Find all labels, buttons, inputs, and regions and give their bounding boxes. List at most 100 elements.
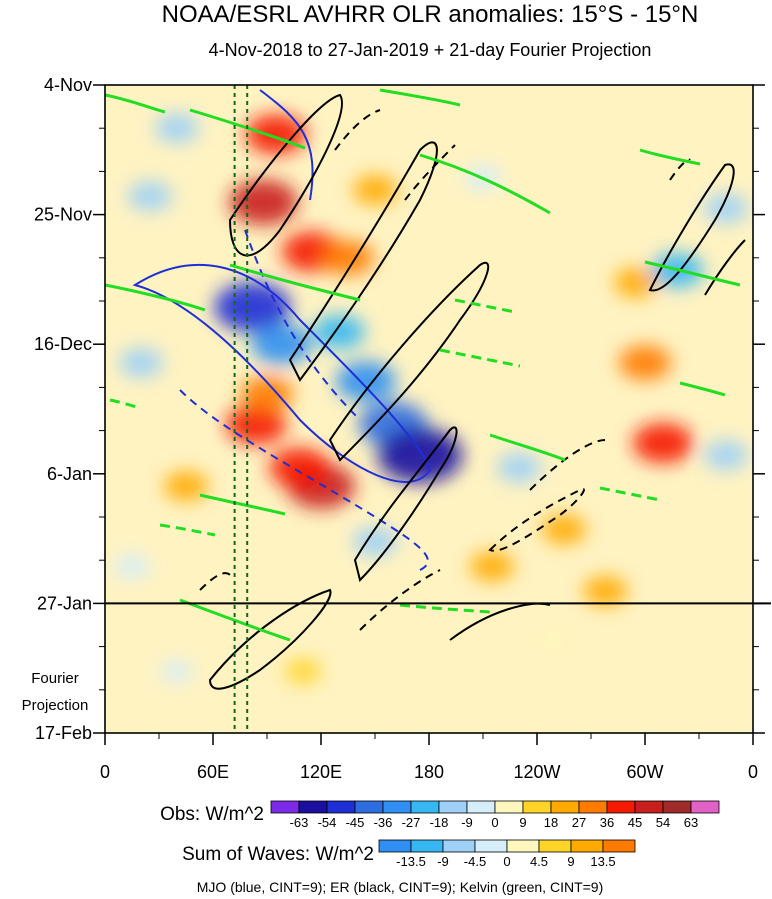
- kelvin-contour: [639, 148, 701, 166]
- legend-level-label: 63: [684, 815, 698, 830]
- x-tick-label: 0: [748, 762, 758, 782]
- x-tick-label: 120W: [513, 762, 560, 782]
- legend-swatch: [602, 839, 636, 853]
- olr-anomaly-cell: [113, 553, 151, 579]
- er-contour: [359, 569, 441, 631]
- x-tick-label: 120E: [300, 762, 342, 782]
- legend-level-label: 45: [628, 815, 642, 830]
- legend-swatch: [378, 839, 412, 853]
- wave-contour-caption: MJO (blue, CINT=9); ER (black, CINT=9); …: [197, 879, 604, 895]
- plot-frame: 4-Nov 25-Nov 16-Dec 6-Jan 27-Jan 17-Feb 0 60E 1…: [22, 75, 771, 782]
- y-axis: 4-Nov 25-Nov 16-Dec 6-Jan 27-Jan 17-Feb: [34, 75, 765, 743]
- legend-swatch: [270, 800, 300, 814]
- legend-level-label: -9: [437, 854, 449, 869]
- legend-level-label: -4.5: [464, 854, 486, 869]
- legend-swatch: [442, 839, 476, 853]
- legend-swatch: [606, 800, 636, 814]
- legend-swatch: [550, 800, 580, 814]
- olr-anomaly-cell: [632, 422, 694, 464]
- y-tick-label: 27-Jan: [37, 593, 92, 613]
- olr-anomaly-cell: [496, 452, 542, 483]
- legend-level-label: 0: [503, 854, 510, 869]
- legend-swatch: [662, 800, 692, 814]
- kelvin-contour: [105, 93, 166, 114]
- chart-title: NOAA/ESRL AVHRR OLR anomalies: 15°S - 15…: [162, 1, 699, 28]
- olr-anomaly-cell: [538, 629, 572, 652]
- legend-level-label: -54: [318, 815, 337, 830]
- er-contour: [669, 158, 691, 181]
- er-contour: [404, 144, 456, 201]
- projection-label-line-2: Projection: [22, 697, 89, 714]
- legend-swatch: [538, 839, 572, 853]
- olr-anomaly-cell: [269, 447, 330, 488]
- olr-anomaly-cell: [469, 551, 515, 582]
- er-contour: [288, 141, 438, 382]
- chart-subtitle: 4-Nov-2018 to 27-Jan-2019 + 21-day Fouri…: [209, 40, 652, 60]
- legend-swatch: [474, 839, 508, 853]
- x-axis: 0 60E 120E 180 120W 60W 0: [100, 733, 758, 782]
- legend-level-label: -45: [346, 815, 365, 830]
- legend-swatch: [382, 800, 412, 814]
- legend-level-label: -9: [461, 815, 473, 830]
- y-tick-label: 4-Nov: [44, 75, 92, 95]
- kelvin-contour: [439, 348, 521, 368]
- waves-legend: Sum of Waves: W/m^2 -13.5 -9 -4.5 0 4.5 9 13.5: [182, 839, 636, 869]
- kelvin-contour: [454, 298, 516, 314]
- kelvin-contour: [419, 153, 551, 215]
- olr-anomaly-cell: [127, 181, 173, 212]
- er-contour: [488, 488, 585, 552]
- er-contour: [199, 572, 231, 591]
- er-contour: [704, 239, 746, 296]
- mjo-contour: [259, 89, 314, 201]
- kelvin-contour: [489, 433, 566, 462]
- olr-anomaly-cell: [352, 174, 398, 205]
- legend-level-label: 36: [600, 815, 614, 830]
- waves-legend-title: Sum of Waves: W/m^2: [182, 844, 374, 865]
- kelvin-contour: [399, 603, 491, 614]
- mjo-contour: [179, 389, 429, 571]
- olr-anomaly-cell: [703, 193, 749, 224]
- legend-swatch: [410, 839, 444, 853]
- olr-anomaly-cell: [284, 658, 322, 684]
- x-tick-label: 60E: [197, 762, 229, 782]
- legend-level-label: -27: [402, 815, 421, 830]
- kelvin-contour: [109, 398, 141, 410]
- kelvin-contour: [199, 493, 286, 516]
- mjo-contour: [132, 263, 432, 483]
- kelvin-contour: [379, 88, 461, 107]
- olr-anomaly-cell: [613, 267, 659, 298]
- legend-swatch: [466, 800, 496, 814]
- olr-anomaly-cell: [335, 361, 397, 402]
- legend-swatch: [354, 800, 384, 814]
- legend-swatch: [578, 800, 608, 814]
- y-tick-label: 6-Jan: [47, 464, 92, 484]
- olr-anomaly-cell: [618, 345, 672, 381]
- olr-anomaly-cell: [214, 282, 291, 333]
- legend-level-label: 0: [491, 815, 498, 830]
- kelvin-contour: [105, 283, 206, 312]
- er-contour: [208, 588, 332, 690]
- kelvin-contour: [159, 523, 216, 537]
- obs-legend: Obs: W/m^2 -63 -54 -45 -36 -27 -18 -9 0 9 18 27 36 4…: [160, 800, 720, 830]
- kelvin-contour: [679, 381, 726, 397]
- kelvin-contour: [599, 486, 661, 502]
- kelvin-contour: [644, 260, 741, 287]
- legend-level-label: 27: [572, 815, 586, 830]
- x-tick-label: 180: [414, 762, 444, 782]
- legend-level-label: 13.5: [590, 854, 615, 869]
- legend-swatch: [298, 800, 328, 814]
- legend-swatch: [326, 800, 356, 814]
- legend-level-label: 18: [544, 815, 558, 830]
- plot-area: [105, 85, 753, 733]
- legend-level-label: 9: [567, 854, 574, 869]
- olr-anomaly-cell: [154, 113, 200, 144]
- plot-background: [105, 85, 753, 733]
- x-tick-label: 60W: [626, 762, 663, 782]
- legend-level-label: 4.5: [530, 854, 548, 869]
- legend-swatch: [506, 839, 540, 853]
- legend-level-label: -63: [290, 815, 309, 830]
- kelvin-contour: [179, 598, 291, 642]
- olr-anomaly-cell: [226, 404, 287, 445]
- y-tick-label: 25-Nov: [34, 205, 92, 225]
